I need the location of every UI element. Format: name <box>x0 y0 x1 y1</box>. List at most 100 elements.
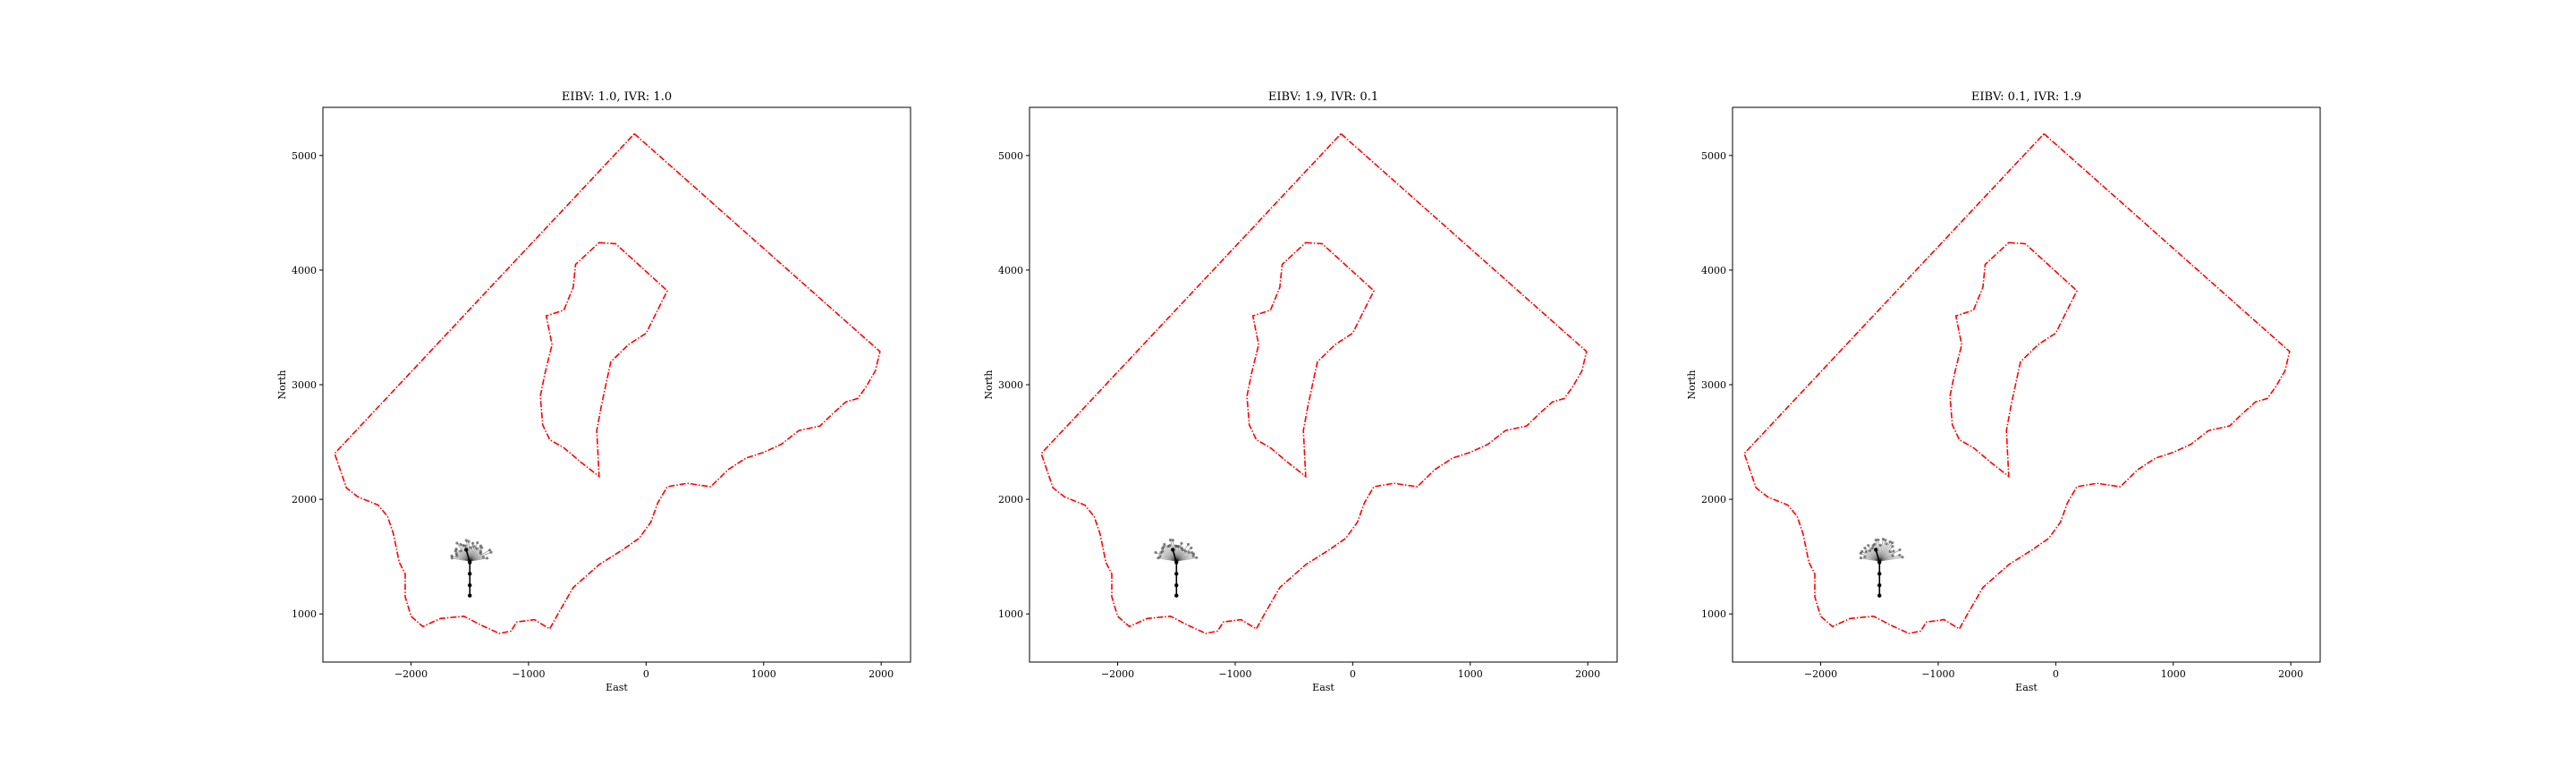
trajectory-point <box>468 593 472 598</box>
candidate-point <box>1174 544 1177 548</box>
trajectory-point <box>468 560 472 565</box>
candidate-ray <box>1159 556 1177 562</box>
candidate-ray <box>1160 552 1177 562</box>
candidate-point <box>479 544 483 548</box>
candidate-ray <box>1175 543 1182 562</box>
candidate-point <box>1898 548 1902 552</box>
candidate-point <box>1154 550 1157 555</box>
candidate-point <box>487 548 492 552</box>
candidate-point <box>476 540 479 545</box>
candidate-point <box>471 541 475 545</box>
candidate-point <box>1863 555 1867 559</box>
candidate-ray <box>1164 544 1177 562</box>
x-tick-label: −2000 <box>394 668 428 680</box>
candidate-ray <box>1175 548 1182 562</box>
candidate-ray <box>1860 552 1880 562</box>
candidate-point <box>1160 547 1165 550</box>
candidate-point <box>1871 544 1875 548</box>
candidate-point <box>1190 546 1193 549</box>
candidate-ray <box>1157 557 1177 562</box>
x-axis-label: East <box>2015 682 2038 693</box>
x-axis-label: East <box>1312 682 1335 693</box>
y-tick-label: 2000 <box>1701 494 1726 505</box>
candidate-point <box>1161 549 1165 553</box>
candidate-point <box>1175 545 1179 548</box>
trajectory-point <box>1877 572 1882 576</box>
candidate-ray <box>469 553 481 562</box>
candidate-point <box>464 539 468 542</box>
candidate-ray <box>469 542 479 562</box>
candidate-point <box>1180 547 1183 550</box>
trajectory-point <box>1874 548 1878 552</box>
candidate-fan <box>450 539 493 562</box>
candidate-fan <box>1154 538 1199 562</box>
candidate-point <box>1868 548 1872 552</box>
y-tick-label: 4000 <box>998 265 1023 276</box>
y-tick-label: 2000 <box>292 494 317 505</box>
candidate-ray <box>1864 556 1880 562</box>
outer-boundary <box>334 132 881 634</box>
candidate-ray <box>1861 550 1880 562</box>
chart-title: EIBV: 0.1, IVR: 1.9 <box>1971 90 2081 104</box>
y-tick-label: 5000 <box>1701 150 1726 162</box>
candidate-point <box>1863 546 1867 550</box>
candidate-ray <box>1176 556 1194 562</box>
candidate-point <box>472 545 476 548</box>
x-tick-label: −2000 <box>1804 668 1837 680</box>
x-tick-label: −2000 <box>1101 668 1134 680</box>
candidate-point <box>1192 552 1196 556</box>
candidate-fan <box>1859 537 1904 562</box>
candidate-ray <box>1878 539 1886 562</box>
x-axis-label: East <box>606 682 628 693</box>
candidate-ray <box>1868 545 1880 562</box>
trajectory-point <box>1877 593 1882 598</box>
candidate-point <box>1864 549 1868 554</box>
outer-boundary <box>1040 132 1588 634</box>
candidate-point <box>1873 542 1877 546</box>
candidate-ray <box>456 555 470 562</box>
outer-boundary <box>1743 132 2291 634</box>
candidate-ray <box>1878 541 1891 562</box>
candidate-point <box>1166 544 1170 548</box>
y-tick-label: 3000 <box>1701 379 1726 391</box>
candidate-ray <box>1162 548 1177 562</box>
subplot-2: EIBV: 1.9, IVR: 0.1 −2000 −1000 0 1000 2000 10… <box>983 90 1618 693</box>
candidate-point <box>1860 549 1864 553</box>
candidate-point <box>453 549 457 553</box>
candidate-point <box>455 554 459 557</box>
candidate-point <box>1888 539 1892 544</box>
candidate-point <box>1898 553 1902 557</box>
candidate-point <box>1859 551 1862 556</box>
candidate-point <box>1870 546 1874 550</box>
trajectory-point <box>1877 582 1882 588</box>
candidate-ray <box>451 555 470 562</box>
trajectory-point <box>1174 560 1179 565</box>
candidate-point <box>1867 544 1870 548</box>
candidate-ray <box>469 548 478 562</box>
y-tick-label: 5000 <box>292 150 317 162</box>
candidate-ray <box>1176 556 1197 562</box>
x-tick-label: 2000 <box>1575 668 1600 680</box>
candidate-point <box>455 541 459 545</box>
candidate-ray <box>1175 547 1192 562</box>
x-tick-label: 0 <box>2053 668 2059 680</box>
candidate-point <box>1162 545 1165 548</box>
candidate-ray <box>469 547 483 562</box>
candidate-ray <box>1176 552 1192 562</box>
inner-boundary <box>539 242 668 479</box>
candidate-ray <box>470 549 490 562</box>
candidate-ray <box>1865 551 1880 562</box>
trajectory-point <box>1877 560 1882 565</box>
candidate-ray <box>470 557 487 562</box>
candidate-ray <box>470 556 484 562</box>
candidate-ray <box>1879 549 1901 562</box>
candidate-point <box>1884 539 1887 542</box>
candidate-point <box>479 551 483 556</box>
y-tick-label: 5000 <box>998 150 1023 162</box>
chart-title: EIBV: 1.0, IVR: 1.0 <box>562 90 672 104</box>
x-tick-label: −1000 <box>1218 668 1251 680</box>
x-tick-label: −1000 <box>512 668 545 680</box>
y-tick-label: 3000 <box>292 379 317 391</box>
candidate-point <box>1186 542 1191 546</box>
candidate-ray <box>1869 549 1880 562</box>
